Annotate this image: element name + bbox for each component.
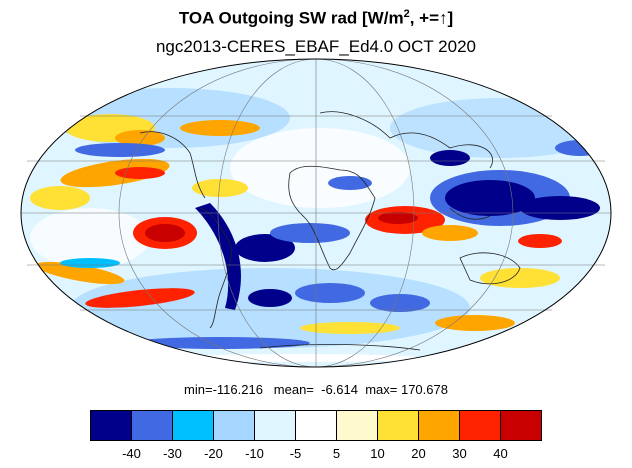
- colorbar-label: 10: [370, 446, 385, 461]
- colorbar: [90, 410, 542, 441]
- colorbar-label: -20: [204, 446, 223, 461]
- colorbar-swatch-8: [418, 410, 460, 441]
- colorbar-label: -5: [289, 446, 302, 461]
- colorbar-swatch-5: [295, 410, 337, 441]
- colorbar-label: 30: [452, 446, 467, 461]
- stats-line: min=-116.216 mean= -6.614 max= 170.678: [184, 382, 448, 397]
- colorbar-label: 40: [493, 446, 508, 461]
- map-border: [20, 58, 612, 368]
- colorbar-swatch-3: [213, 410, 255, 441]
- colorbar-swatch-2: [172, 410, 214, 441]
- colorbar-label: -40: [122, 446, 141, 461]
- mollweide-map: [20, 58, 612, 368]
- colorbar-swatch-1: [131, 410, 173, 441]
- map-subtitle: ngc2013-CERES_EBAF_Ed4.0 OCT 2020: [155, 37, 477, 56]
- colorbar-swatch-10: [500, 410, 542, 441]
- colorbar-label: -10: [245, 446, 264, 461]
- colorbar-swatch-7: [377, 410, 419, 441]
- colorbar-swatch-6: [336, 410, 378, 441]
- colorbar-swatch-9: [459, 410, 501, 441]
- colorbar-swatch-4: [254, 410, 296, 441]
- map-title: TOA Outgoing SW rad [W/m2, +=↑]: [178, 8, 454, 28]
- colorbar-label: 5: [332, 446, 341, 461]
- colorbar-label: -30: [163, 446, 182, 461]
- graticule: [21, 58, 611, 368]
- colorbar-swatch-0: [90, 410, 132, 441]
- colorbar-label: 20: [411, 446, 426, 461]
